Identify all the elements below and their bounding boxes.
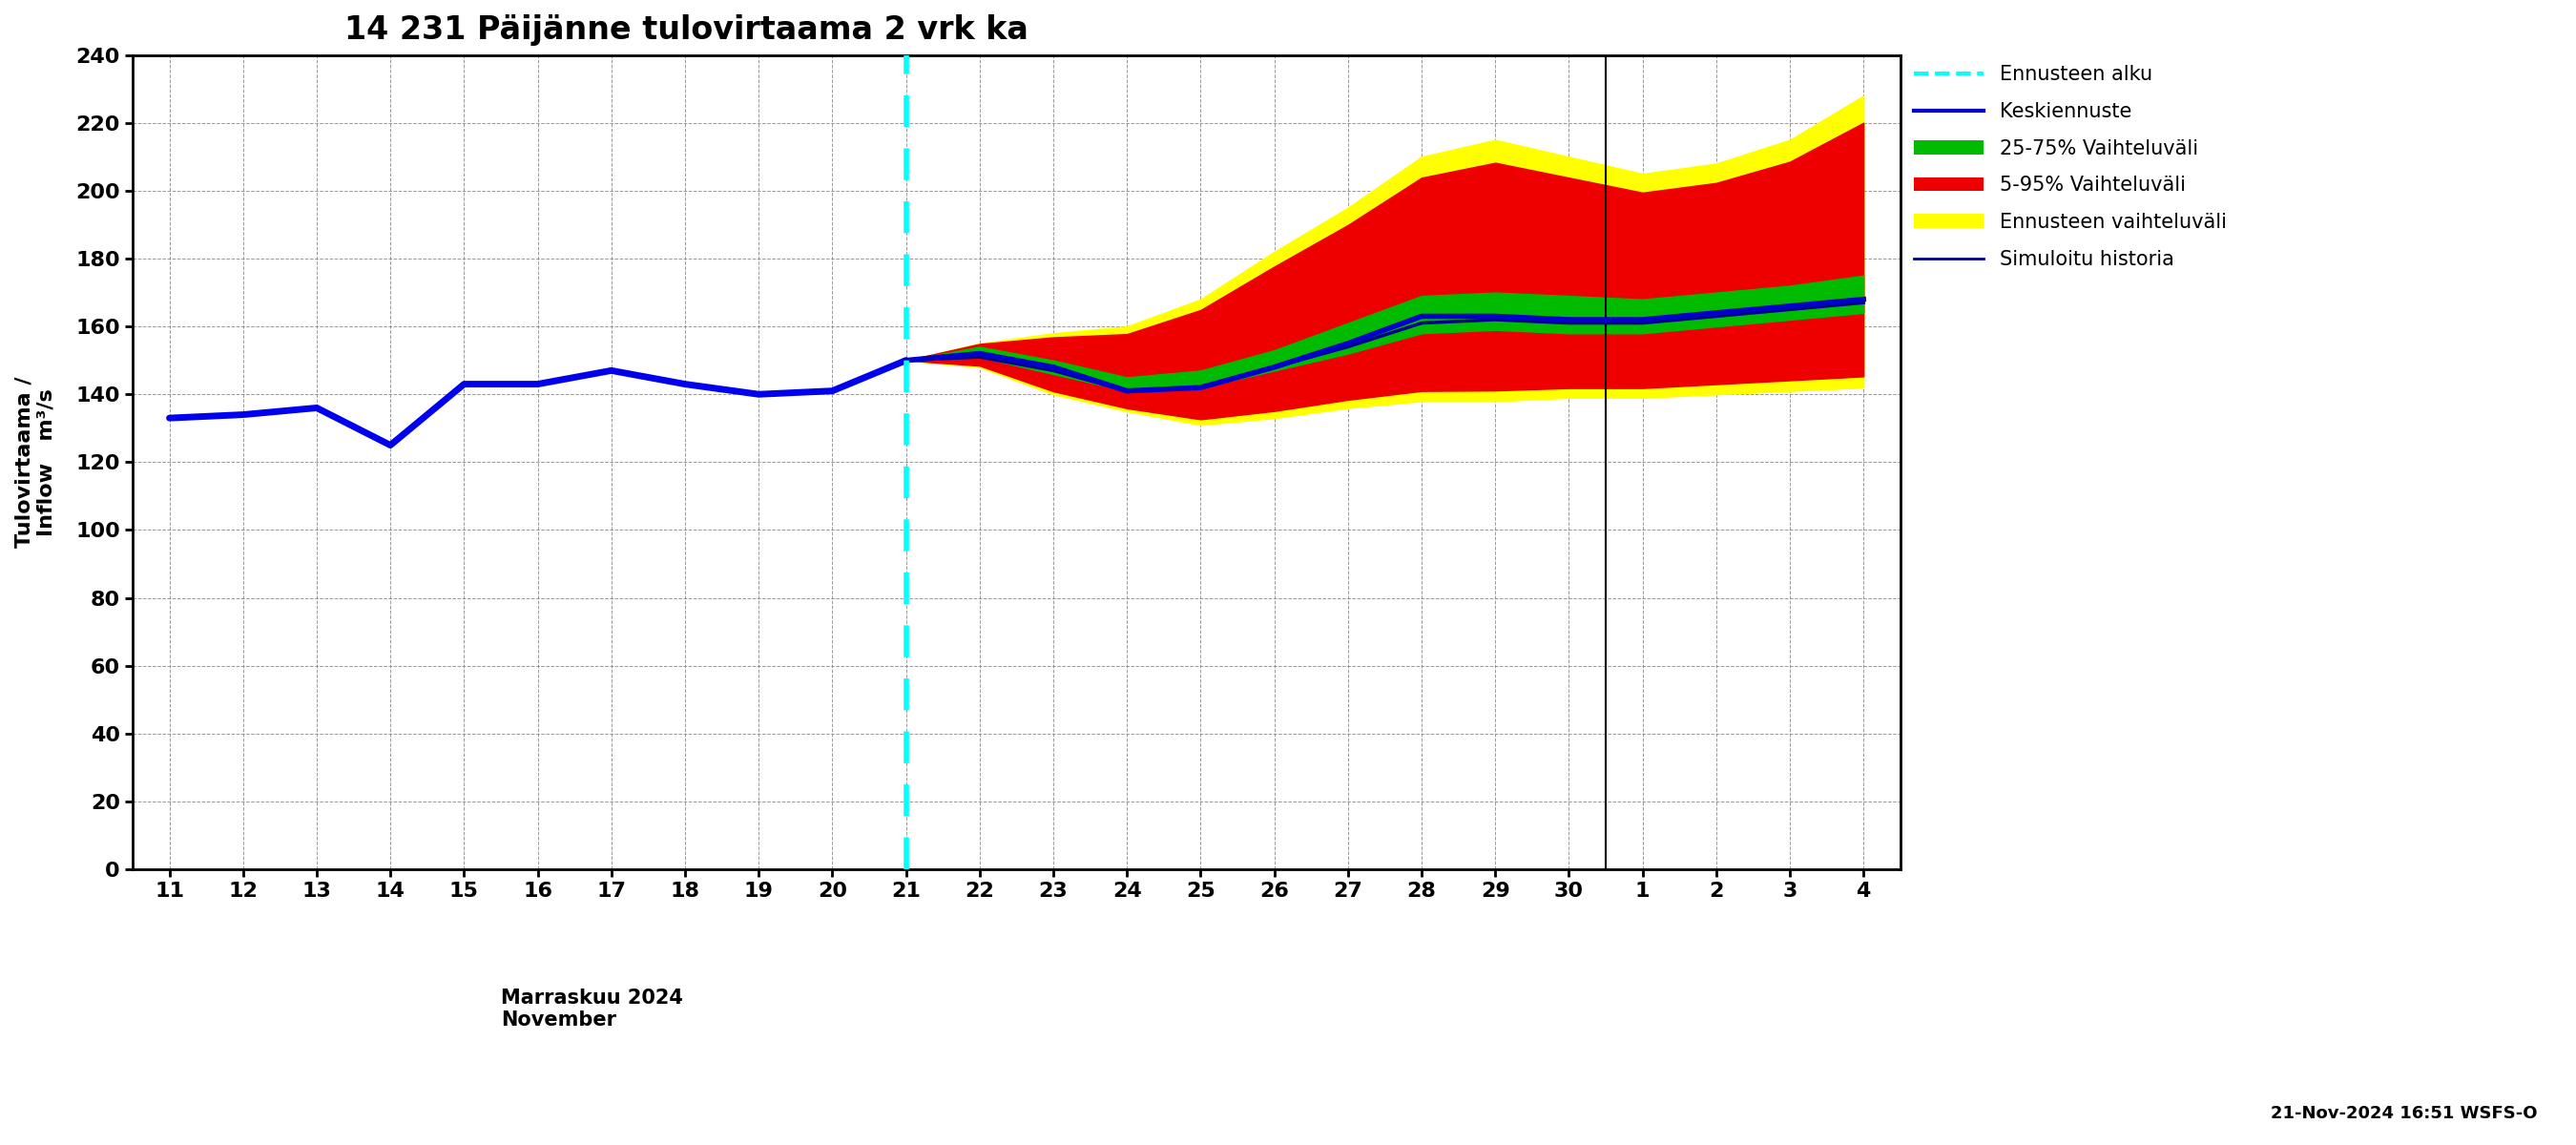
Text: 21-Nov-2024 16:51 WSFS-O: 21-Nov-2024 16:51 WSFS-O <box>2269 1105 2537 1122</box>
Legend: Ennusteen alku, Keskiennuste, 25-75% Vaihteluväli, 5-95% Vaihteluväli, Ennusteen: Ennusteen alku, Keskiennuste, 25-75% Vai… <box>1914 65 2226 269</box>
Text: 14 231 Päijänne tulovirtaama 2 vrk ka: 14 231 Päijänne tulovirtaama 2 vrk ka <box>345 14 1028 46</box>
Text: Marraskuu 2024
November: Marraskuu 2024 November <box>500 988 683 1029</box>
Y-axis label: Tulovirtaama /
Inflow   m³/s: Tulovirtaama / Inflow m³/s <box>15 377 57 547</box>
